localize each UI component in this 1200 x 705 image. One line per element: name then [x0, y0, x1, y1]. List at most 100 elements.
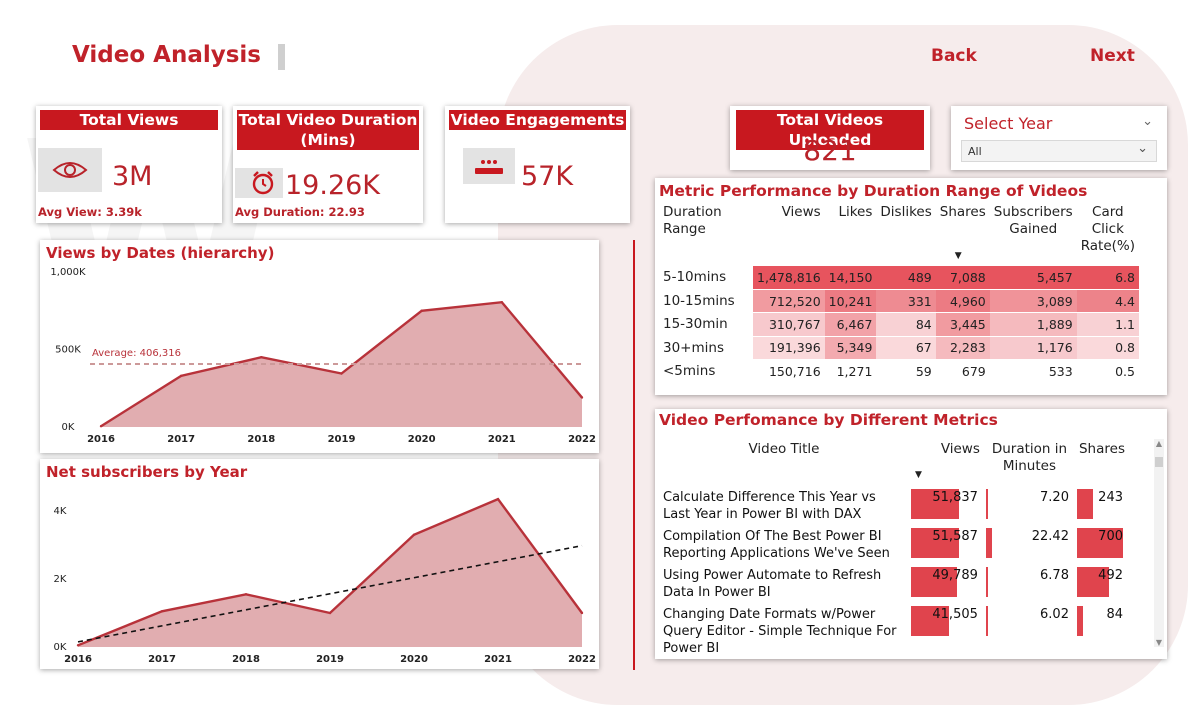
- views-data-bar: [910, 528, 959, 558]
- shares-cell: 84: [1075, 606, 1129, 657]
- vertical-divider: [633, 240, 635, 670]
- slicer-selected-value: All: [968, 145, 982, 158]
- data-point: [580, 611, 584, 615]
- views-value: 49,789: [932, 568, 978, 583]
- x-tick-label: 2019: [328, 434, 356, 445]
- metric-cell: 150,716: [753, 359, 825, 384]
- col-likes[interactable]: Likes: [838, 204, 873, 220]
- duration-value: 7.20: [1040, 490, 1069, 505]
- col-video-shares[interactable]: Shares: [1078, 441, 1125, 457]
- metric-cell: 5,457: [989, 266, 1077, 290]
- x-tick-label: 2017: [167, 434, 195, 445]
- col-shares[interactable]: Shares ▼: [936, 202, 990, 266]
- subscribers-chart-svg[interactable]: 2016 2017 2018 2019 2020 2021 2022 0K 2K 4K: [40, 459, 599, 669]
- x-tick-label: 2020: [400, 654, 428, 665]
- next-button[interactable]: Next: [1090, 46, 1135, 66]
- views-value: 41,505: [932, 607, 978, 622]
- shares-value: 243: [1098, 490, 1123, 505]
- title-divider: [278, 44, 285, 70]
- engagement-value: 57K: [521, 161, 574, 192]
- metric-performance-table: Metric Performance by Duration Range of …: [655, 178, 1167, 395]
- total-duration-header: Total Video Duration (Mins): [237, 110, 419, 150]
- average-label: Average: 406,316: [92, 348, 181, 359]
- metric-cell: 489: [876, 266, 936, 290]
- subscribers-chart-title: Net subscribers by Year: [46, 463, 248, 481]
- duration-cell: 7.20: [984, 489, 1075, 528]
- views-cell: 51,587: [909, 528, 984, 567]
- data-point: [328, 611, 332, 615]
- col-video-title[interactable]: Video Title: [748, 441, 820, 457]
- data-point: [340, 372, 343, 375]
- metric-cell: 3,089: [989, 289, 1077, 314]
- duration-range-cell: <5mins: [659, 359, 754, 384]
- col-dislikes[interactable]: Dislikes: [880, 204, 932, 220]
- duration-range-cell: 15-30min: [659, 312, 754, 337]
- total-views-value: 3M: [112, 161, 153, 192]
- metric-cell: 84: [876, 312, 936, 337]
- table-row[interactable]: Compilation Of The Best Power BI Reporti…: [659, 528, 1129, 567]
- metric-cell: 533: [989, 359, 1077, 384]
- data-point: [580, 396, 584, 399]
- x-tick-label: 2021: [484, 654, 512, 665]
- views-chart-svg[interactable]: 2016 2017 2018 2019 2020 2021 2022 0K 500K 1,000K…: [40, 240, 599, 453]
- col-video-duration[interactable]: Duration in Minutes: [991, 441, 1068, 474]
- table-row[interactable]: Using Power Automate to Refresh Data In …: [659, 567, 1129, 606]
- table-row[interactable]: Calculate Difference This Year vs Last Y…: [659, 489, 1129, 528]
- metric-cell: 1.1: [1076, 312, 1139, 337]
- views-cell: 41,505: [909, 606, 984, 657]
- avg-duration-label: Avg Duration: 22.93: [235, 205, 365, 219]
- metric-cell: 1,478,816: [753, 266, 825, 290]
- x-tick-label: 2022: [568, 654, 596, 665]
- table-row[interactable]: 10-15mins 712,520 10,241 331 4,960 3,089 4.4: [659, 289, 1139, 314]
- back-button[interactable]: Back: [931, 46, 977, 66]
- net-subscribers-chart: Net subscribers by Year 2016 2017 2018 2019…: [40, 459, 599, 669]
- table-scrollbar[interactable]: ▲ ▼: [1154, 439, 1164, 647]
- metric-cell: 14,150: [824, 266, 877, 290]
- area-fill: [78, 499, 582, 647]
- slicer-dropdown[interactable]: All ⌄: [961, 140, 1157, 162]
- metric-cell: 1,271: [824, 359, 877, 384]
- metric-cell: 59: [876, 359, 936, 384]
- duration-range-cell: 30+mins: [659, 336, 754, 361]
- col-video-views-label: Views: [940, 441, 980, 457]
- col-video-views[interactable]: Views ▼: [909, 439, 984, 489]
- col-subs-gained[interactable]: Subscribers Gained: [993, 204, 1073, 237]
- col-views[interactable]: Views: [781, 204, 821, 220]
- duration-data-bar: [985, 606, 988, 636]
- views-cell: 51,837: [909, 489, 984, 528]
- duration-cell: 6.78: [984, 567, 1075, 606]
- table-row[interactable]: 30+mins 191,396 5,349 67 2,283 1,176 0.8: [659, 336, 1139, 361]
- col-card-click[interactable]: Card Click Rate(%): [1080, 204, 1136, 254]
- metric-cell: 310,767: [753, 312, 825, 337]
- table-row[interactable]: 15-30min 310,767 6,467 84 3,445 1,889 1.1: [659, 312, 1139, 337]
- metric-cell: 191,396: [753, 336, 825, 361]
- video-title-cell: Using Power Automate to Refresh Data In …: [663, 568, 882, 600]
- page-title: Video Analysis: [72, 42, 261, 68]
- shares-data-bar: [1076, 606, 1083, 636]
- views-by-dates-chart: Views by Dates (hierarchy) 2016 2017 2018 2…: [40, 240, 599, 453]
- metric-cell: 6.8: [1076, 266, 1139, 290]
- views-chart-title: Views by Dates (hierarchy): [46, 244, 275, 262]
- y-tick-label: 0K: [62, 422, 75, 433]
- metric-cell: 7,088: [935, 266, 990, 290]
- col-duration-range[interactable]: Duration Range: [663, 204, 722, 237]
- scroll-up-icon[interactable]: ▲: [1155, 439, 1163, 448]
- scroll-thumb[interactable]: [1155, 457, 1163, 467]
- shares-data-bar: [1076, 489, 1093, 519]
- videos-uploaded-header: Total Videos Uploaded: [736, 110, 924, 150]
- views-value: 51,587: [932, 529, 978, 544]
- metric-cell: 0.5: [1076, 359, 1139, 384]
- total-views-card: Total Views 3M Avg View: 3.39k: [36, 106, 222, 223]
- scroll-down-icon[interactable]: ▼: [1155, 638, 1163, 647]
- metric-cell: 4.4: [1076, 289, 1139, 314]
- table-row[interactable]: <5mins 150,716 1,271 59 679 533 0.5: [659, 359, 1139, 384]
- x-tick-label: 2020: [408, 434, 436, 445]
- x-tick-label: 2021: [488, 434, 516, 445]
- y-tick-label: 1,000K: [50, 267, 86, 278]
- table-row[interactable]: 5-10mins 1,478,816 14,150 489 7,088 5,457 6.8: [659, 266, 1139, 290]
- video-performance-table: Video Perfomance by Different Metrics Vi…: [655, 409, 1167, 659]
- duration-data-bar: [985, 528, 992, 558]
- slicer-collapse-icon[interactable]: ⌄: [1142, 114, 1153, 129]
- table-row[interactable]: Changing Date Formats w/Power Query Edit…: [659, 606, 1129, 657]
- video-title-cell: Compilation Of The Best Power BI Reporti…: [663, 529, 890, 561]
